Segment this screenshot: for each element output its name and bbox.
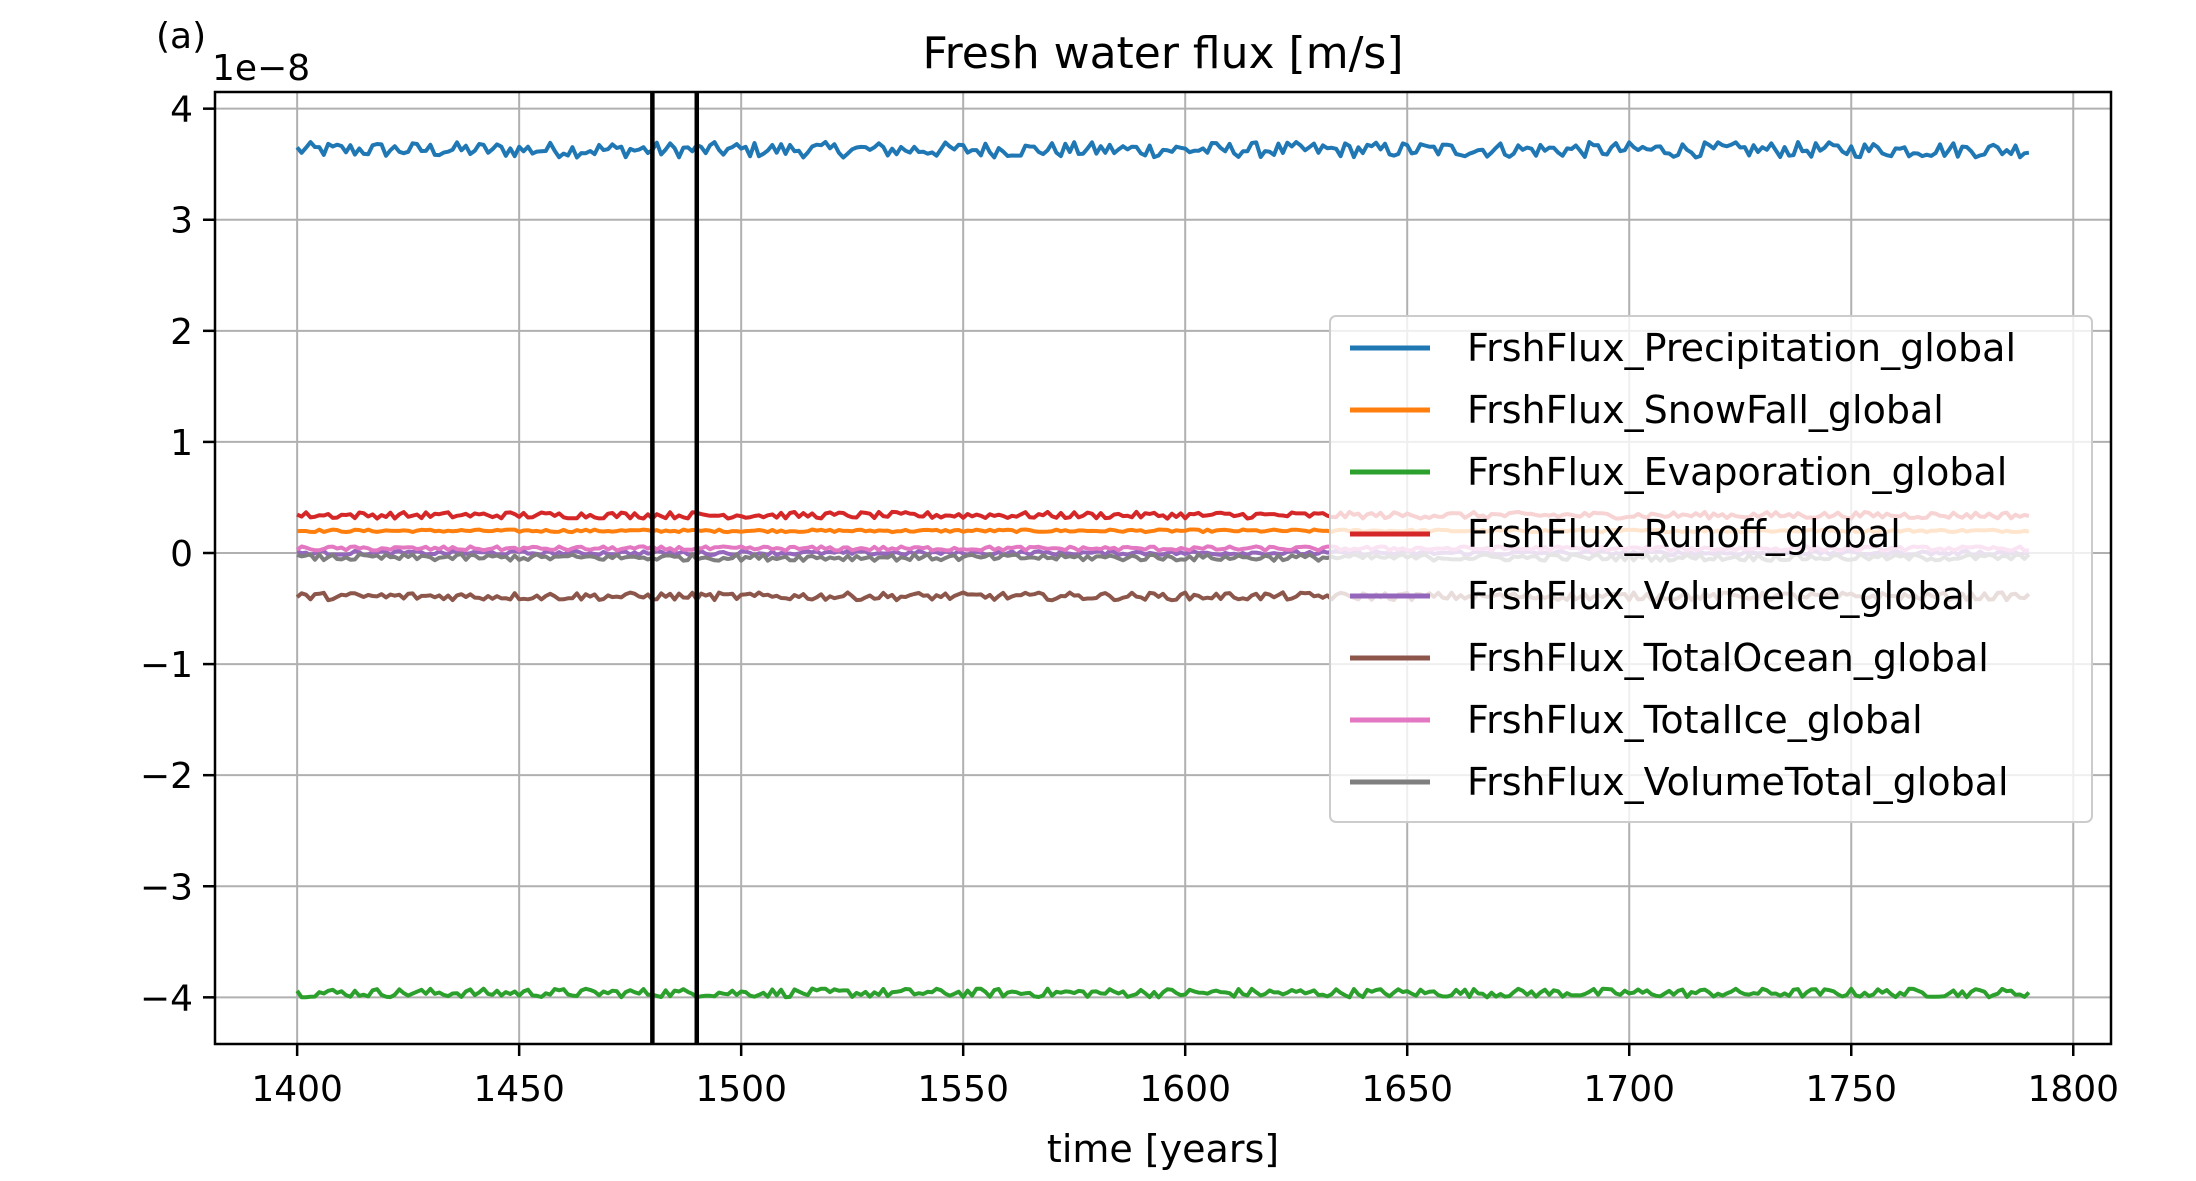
y-tick-label: 4 [170, 90, 193, 131]
x-tick-label: 1550 [917, 1069, 1009, 1110]
series-line-2 [295, 986, 2031, 1000]
y-tick-label: −4 [140, 978, 193, 1019]
vertical-lines [650, 92, 700, 1044]
plot-frame [213, 90, 2113, 1046]
x-tick-label: 1750 [1805, 1069, 1897, 1110]
legend-entry: FrshFlux_Evaporation_global [1467, 450, 2007, 494]
y-tick-label: 2 [170, 312, 193, 353]
legend: FrshFlux_Precipitation_global FrshFlux_Sn… [1329, 315, 2093, 823]
x-tick-label: 1650 [1361, 1069, 1453, 1110]
x-axis-label: time [years] [1047, 1127, 1279, 1171]
panel-label: (a) [156, 16, 206, 57]
x-tick-label: 1500 [695, 1069, 787, 1110]
x-tick-label: 1600 [1139, 1069, 1231, 1110]
x-axis-ticks: 1400 1450 1500 1550 1600 1650 1700 1750 1800 [251, 1044, 2119, 1110]
legend-entry: FrshFlux_Precipitation_global [1467, 326, 2016, 370]
y-tick-label: −1 [140, 645, 193, 686]
y-tick-label: 3 [170, 201, 193, 242]
legend-entry: FrshFlux_VolumeTotal_global [1467, 760, 2009, 804]
legend-entry: FrshFlux_TotalIce_global [1467, 698, 1923, 742]
legend-entry: FrshFlux_VolumeIce_global [1467, 574, 1975, 618]
y-tick-label: −3 [140, 867, 193, 908]
legend-entry: FrshFlux_Runoff_global [1467, 512, 1901, 556]
y-offset-label: 1e−8 [212, 48, 310, 89]
y-tick-label: −2 [140, 756, 193, 797]
y-axis-ticks: 4 3 2 1 0 −1 −2 −3 −4 [140, 90, 215, 1019]
chart-title: Fresh water flux [m/s] [922, 28, 1403, 79]
x-tick-label: 1450 [473, 1069, 565, 1110]
legend-box [1329, 315, 2093, 823]
y-tick-label: 1 [170, 423, 193, 464]
legend-entry: FrshFlux_TotalOcean_global [1467, 636, 1989, 680]
legend-entry: FrshFlux_SnowFall_global [1467, 388, 1944, 432]
series-line-0 [295, 140, 2030, 160]
x-tick-label: 1700 [1583, 1069, 1675, 1110]
y-tick-label: 0 [170, 534, 193, 575]
x-tick-label: 1400 [251, 1069, 343, 1110]
x-tick-label: 1800 [2027, 1069, 2119, 1110]
